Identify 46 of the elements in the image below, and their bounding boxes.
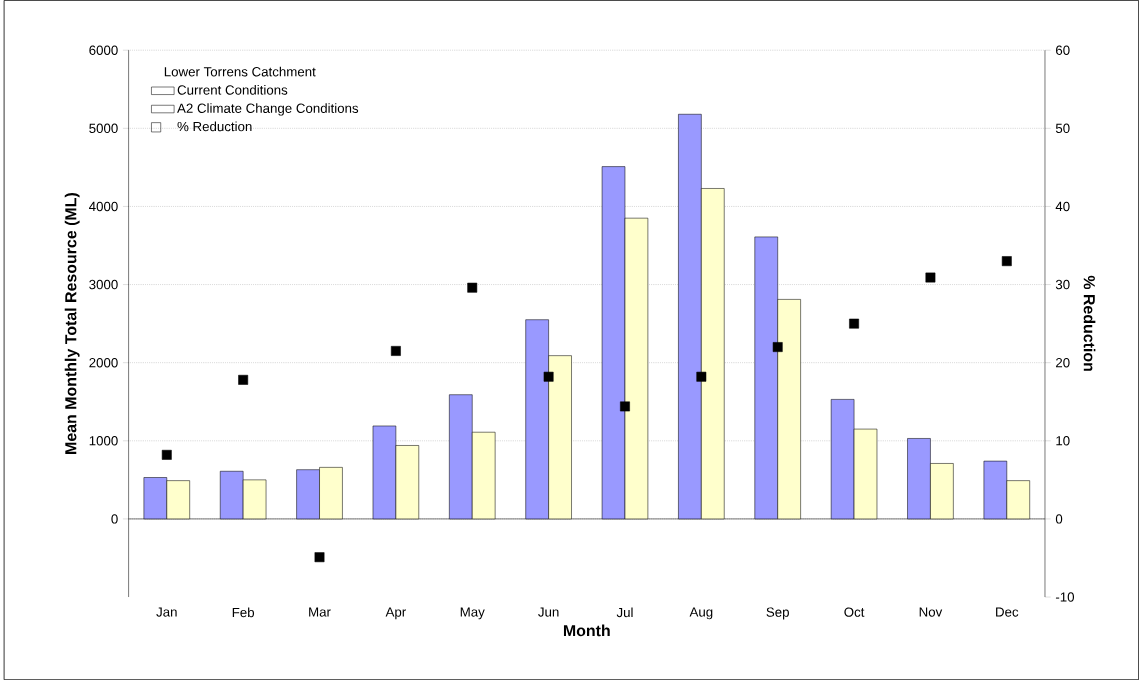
x-tick-label: Oct — [844, 607, 865, 617]
legend-title: Lower Torrens Catchment — [164, 66, 316, 77]
y2-tick-label: -10 — [1055, 592, 1075, 602]
point — [390, 346, 401, 356]
y2-tick-label: 40 — [1055, 201, 1070, 212]
y-tick-label: 2000 — [89, 357, 118, 368]
y2-axis-title: % Reduction — [1083, 275, 1096, 371]
x-tick-label: Dec — [996, 607, 1019, 617]
y-tick-label: 3000 — [89, 279, 118, 290]
x-tick-label: Apr — [385, 607, 406, 620]
x-tick-label: Mar — [309, 607, 331, 617]
point — [161, 449, 172, 460]
point — [696, 371, 707, 382]
y2-tick-label: 0 — [1055, 514, 1063, 524]
x-tick-label: Aug — [689, 607, 713, 620]
x-tick-label: Jul — [616, 607, 633, 618]
y-tick-label: 5000 — [89, 123, 118, 133]
y-tick-label: 0 — [111, 514, 118, 524]
y-tick-label: 6000 — [89, 45, 118, 55]
point — [925, 272, 936, 283]
y-tick-label: 4000 — [89, 201, 118, 212]
point — [620, 401, 630, 412]
y-axis-title: Mean Monthly Total Resource (ML) — [64, 193, 80, 454]
x-tick-label: Nov — [919, 607, 943, 617]
x-axis-title: Month — [563, 624, 610, 637]
y2-tick-label: 10 — [1056, 436, 1070, 446]
y2-tick-label: 50 — [1055, 123, 1070, 133]
legend-label: % Reduction — [177, 121, 252, 132]
legend-label: A2 Climate Change Conditions — [177, 103, 359, 116]
point — [238, 374, 249, 385]
y2-tick-label: 20 — [1056, 357, 1070, 368]
y2-tick-label: 60 — [1056, 45, 1070, 55]
point — [314, 552, 325, 563]
point — [1001, 256, 1012, 266]
x-tick-label: Feb — [232, 607, 255, 618]
x-tick-label: Jun — [538, 607, 559, 617]
x-tick-label: Sep — [766, 607, 789, 620]
x-tick-label: Jan — [156, 607, 177, 617]
point — [772, 342, 783, 352]
y-tick-label: 1000 — [89, 436, 118, 446]
point — [849, 318, 859, 329]
x-tick-label: May — [460, 607, 485, 620]
legend-label: Current Conditions — [177, 84, 288, 95]
y2-tick-label: 30 — [1055, 279, 1070, 290]
point — [543, 371, 554, 382]
point — [467, 282, 478, 293]
